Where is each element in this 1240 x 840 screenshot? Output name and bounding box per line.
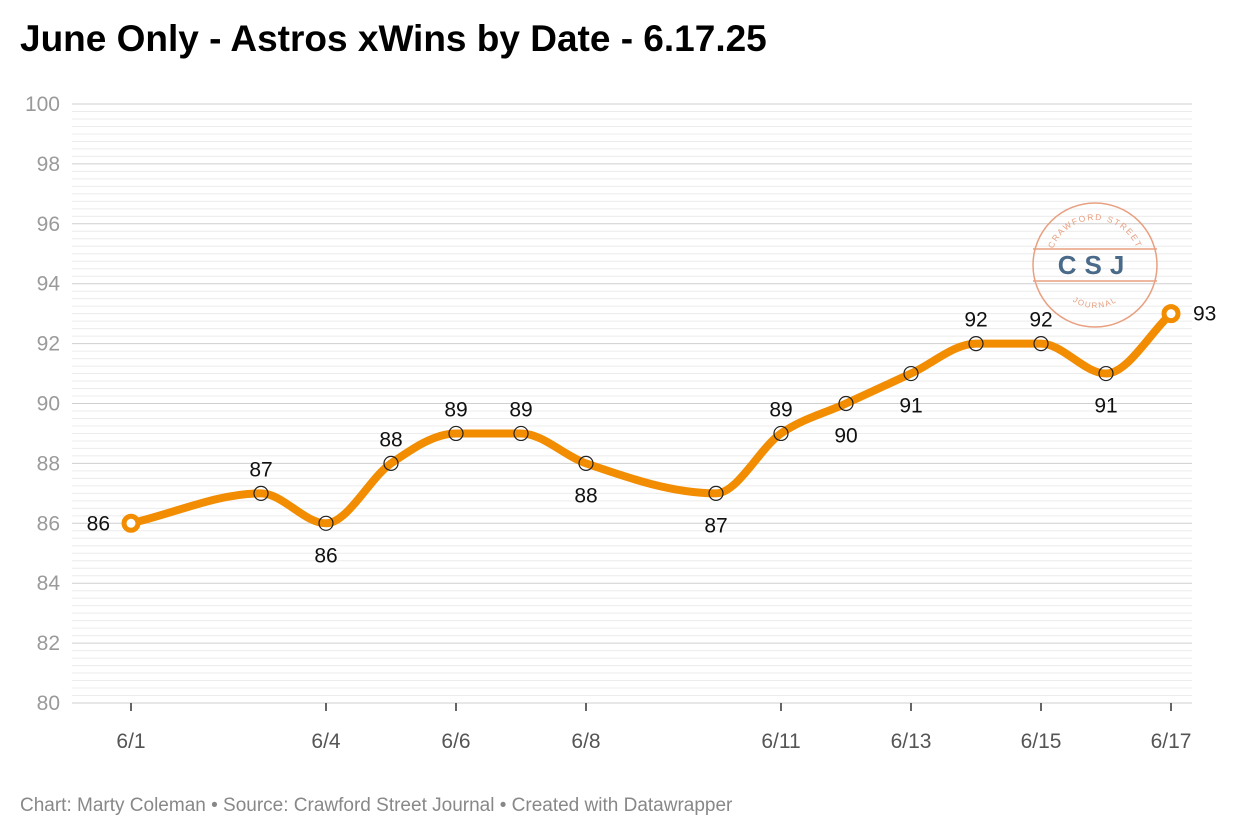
grid-lines: [72, 103, 1192, 704]
y-tick-label: 100: [25, 93, 60, 116]
y-tick-label: 84: [37, 572, 61, 595]
data-point: [318, 515, 334, 531]
logo-ring: [1032, 202, 1158, 328]
data-labels: 86 87 86 88 89 89 88 87 89 90 91 92 92 91 93: [87, 303, 1217, 568]
data-label: 86: [87, 512, 110, 535]
x-tick-label: 6/15: [1021, 730, 1062, 753]
y-axis: 80 82 84 86 88 90 92 94 96 98 100: [25, 93, 60, 715]
data-label: 89: [444, 398, 467, 421]
data-label: 87: [249, 458, 272, 481]
data-label: 92: [1029, 309, 1052, 332]
data-point: [773, 425, 789, 442]
data-point: [708, 485, 724, 501]
series-line: [127, 309, 1175, 528]
data-point: [383, 455, 399, 471]
data-label: 93: [1193, 303, 1216, 326]
logo-bottom-text: JOURNAL: [1071, 295, 1118, 310]
data-label: 87: [704, 514, 727, 537]
y-tick-label: 98: [37, 153, 60, 176]
y-tick-label: 88: [37, 452, 60, 475]
data-points: [121, 304, 1181, 533]
y-tick-label: 86: [37, 512, 60, 535]
y-tick-label: 82: [37, 632, 60, 655]
data-point: [903, 365, 919, 382]
logo-initials: CSJ: [1058, 250, 1133, 280]
y-tick-label: 96: [37, 213, 60, 236]
data-point: [578, 455, 594, 471]
data-label: 88: [574, 484, 597, 507]
endpoint-marker: [1161, 304, 1181, 324]
y-tick-label: 80: [37, 692, 60, 715]
data-point: [838, 395, 854, 412]
data-label: 92: [964, 309, 987, 332]
data-point: [253, 485, 269, 501]
data-label: 86: [314, 544, 337, 567]
data-label: 90: [834, 425, 857, 448]
data-point: [1098, 365, 1114, 382]
x-tick-label: 6/1: [116, 730, 145, 753]
endpoint-marker: [121, 513, 141, 533]
data-point: [513, 425, 529, 442]
data-label: 88: [379, 428, 402, 451]
x-tick-label: 6/17: [1151, 730, 1192, 753]
x-tick-label: 6/4: [311, 730, 341, 753]
data-point: [448, 425, 464, 442]
data-label: 89: [769, 398, 792, 421]
data-point: [968, 336, 984, 352]
data-label: 89: [509, 398, 532, 421]
data-label: 91: [1094, 395, 1117, 418]
chart-footer: Chart: Marty Coleman • Source: Crawford …: [20, 795, 733, 816]
x-axis: 6/1 6/4 6/6 6/8 6/11 6/13 6/15 6/17: [72, 702, 1192, 753]
data-point: [1033, 336, 1049, 352]
x-tick-label: 6/8: [571, 730, 600, 753]
x-tick-label: 6/11: [761, 730, 800, 753]
x-tick-label: 6/13: [891, 730, 932, 753]
x-tick-label: 6/6: [441, 730, 470, 753]
data-label: 91: [899, 395, 922, 418]
y-tick-label: 92: [37, 333, 60, 356]
y-tick-label: 90: [37, 393, 60, 416]
y-tick-label: 94: [37, 273, 61, 296]
chart-title: June Only - Astros xWins by Date - 6.17.…: [20, 18, 767, 59]
